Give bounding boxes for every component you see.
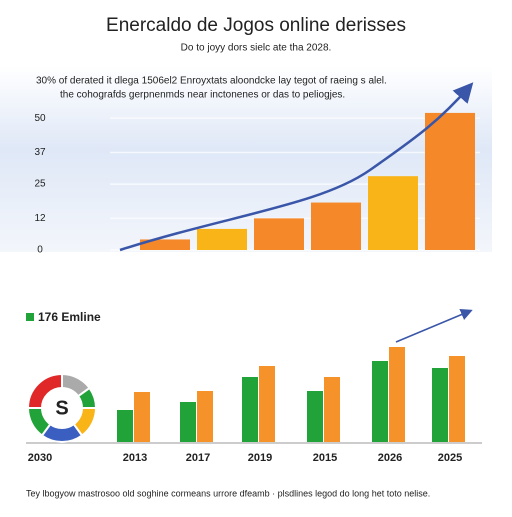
- x-tick-label: 2013: [123, 452, 147, 464]
- y-tick-label: 25: [34, 179, 46, 190]
- bar: [389, 347, 405, 442]
- bar: [254, 218, 304, 250]
- annotation: the cohografds gerpnenmds near inctonene…: [60, 90, 345, 101]
- trend-arrow: [395, 308, 473, 343]
- x-tick-label: 2015: [313, 452, 337, 464]
- bar: [307, 391, 323, 442]
- y-tick-label: 12: [34, 213, 46, 224]
- bar: [117, 410, 133, 442]
- y-tick-label: 50: [34, 113, 46, 124]
- bar: [134, 392, 150, 442]
- trend-arrow: [119, 82, 474, 252]
- bar: [311, 202, 361, 250]
- bottom-title: 176 Emline: [38, 310, 101, 324]
- bar: [259, 366, 275, 442]
- annotation: 30% of derated it dlega 1506el2 Enroyxta…: [36, 76, 387, 87]
- bar: [432, 368, 448, 442]
- x-tick-label: 2019: [248, 452, 272, 464]
- legend-swatch: [26, 313, 34, 321]
- bar: [324, 377, 340, 442]
- x-tick-label: 2025: [438, 452, 462, 464]
- donut-center: S: [55, 397, 68, 419]
- bar: [425, 112, 475, 250]
- donut-slice: [26, 372, 63, 409]
- bar: [368, 176, 418, 250]
- x-tick-label: 2017: [186, 452, 210, 464]
- subtitle: Do to joyy dors sielc ate tha 2028.: [181, 43, 332, 54]
- y-tick-label: 0: [37, 245, 43, 256]
- donut-caption: 2030: [28, 452, 52, 464]
- title: Enercaldo de Jogos online derisses: [106, 15, 406, 36]
- bar: [449, 356, 465, 442]
- bar: [197, 391, 213, 442]
- footer: Tey lbogyow mastrosoo old soghine cormea…: [26, 488, 430, 498]
- x-tick-label: 2026: [378, 452, 402, 464]
- y-tick-label: 37: [34, 147, 46, 158]
- bar: [372, 361, 388, 442]
- bar: [140, 239, 190, 250]
- bar: [197, 228, 247, 250]
- bar: [180, 402, 196, 442]
- bar: [242, 377, 258, 442]
